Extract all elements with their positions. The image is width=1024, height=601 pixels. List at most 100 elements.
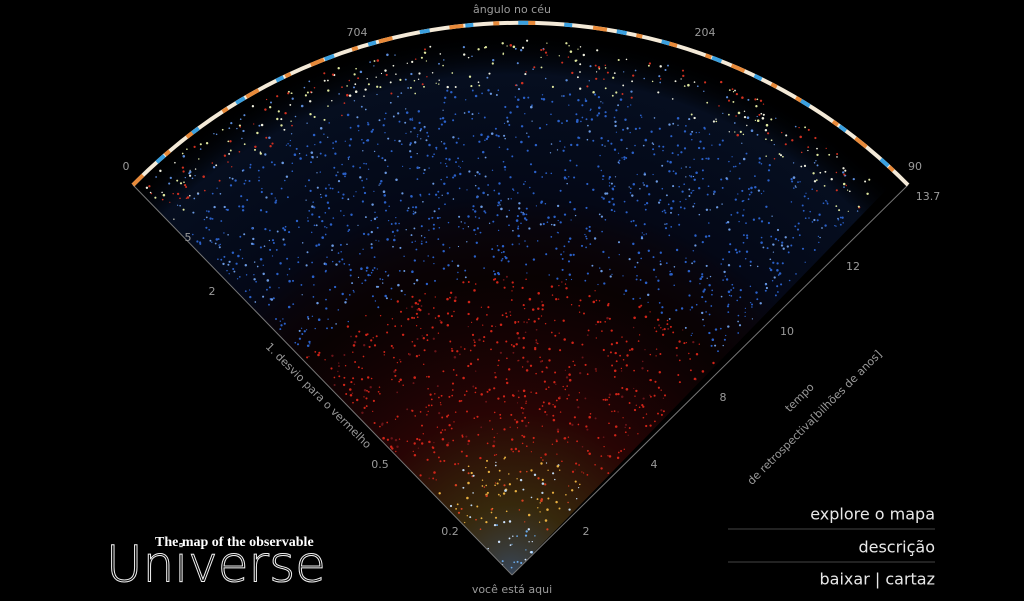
galaxy: [511, 438, 514, 441]
galaxy: [238, 150, 241, 153]
galaxy: [256, 265, 259, 268]
galaxy: [710, 344, 713, 347]
galaxy: [507, 198, 510, 200]
time-title: de retrospectiva[bilhões de anos]: [745, 348, 885, 488]
galaxy: [283, 322, 286, 325]
galaxy: [344, 140, 346, 142]
galaxy: [519, 478, 523, 482]
galaxy: [379, 315, 382, 317]
galaxy: [279, 328, 282, 331]
galaxy: [765, 123, 769, 127]
galaxy: [732, 165, 735, 168]
galaxy: [522, 488, 525, 491]
galaxy: [300, 104, 304, 108]
galaxy: [553, 381, 556, 384]
galaxy: [483, 116, 486, 119]
galaxy: [541, 405, 544, 407]
galaxy: [375, 335, 378, 338]
galaxy: [435, 146, 438, 149]
galaxy: [203, 189, 206, 192]
galaxy: [704, 81, 707, 84]
galaxy: [453, 310, 455, 313]
galaxy: [313, 224, 316, 227]
galaxy: [291, 279, 295, 282]
galaxy: [635, 278, 638, 281]
galaxy: [808, 217, 810, 219]
galaxy: [731, 283, 734, 286]
galaxy: [728, 113, 730, 116]
galaxy: [344, 172, 347, 175]
galaxy: [724, 275, 726, 277]
galaxy: [439, 319, 442, 322]
galaxy: [614, 425, 618, 428]
galaxy: [494, 376, 497, 379]
galaxy: [409, 167, 411, 170]
galaxy: [339, 210, 342, 212]
galaxy: [506, 357, 508, 360]
galaxy: [547, 497, 550, 500]
galaxy: [747, 188, 750, 190]
galaxy: [403, 270, 406, 272]
galaxy: [707, 157, 710, 160]
galaxy: [373, 65, 375, 67]
galaxy: [711, 144, 713, 146]
galaxy: [328, 122, 330, 124]
galaxy: [586, 428, 589, 431]
menu-download[interactable]: baixar | cartaz: [820, 570, 935, 589]
galaxy: [636, 199, 639, 202]
galaxy: [576, 398, 579, 401]
galaxy: [399, 360, 402, 363]
galaxy: [636, 261, 639, 264]
galaxy: [697, 146, 701, 150]
galaxy: [276, 95, 279, 98]
galaxy: [545, 462, 548, 464]
galaxy: [440, 141, 443, 143]
galaxy: [411, 119, 414, 121]
galaxy: [485, 137, 489, 141]
galaxy: [741, 189, 744, 192]
galaxy: [741, 96, 744, 99]
galaxy: [817, 235, 820, 238]
menu-description[interactable]: descrição: [858, 538, 935, 557]
galaxy: [540, 462, 543, 465]
galaxy: [456, 503, 459, 506]
galaxy: [550, 331, 553, 334]
galaxy: [349, 274, 352, 277]
galaxy: [335, 323, 337, 325]
galaxy: [633, 369, 635, 372]
galaxy: [554, 371, 557, 374]
galaxy: [657, 91, 660, 94]
galaxy: [553, 215, 556, 219]
galaxy: [455, 374, 458, 376]
galaxy: [571, 341, 574, 344]
galaxy: [839, 223, 842, 226]
galaxy: [524, 113, 526, 115]
galaxy: [512, 535, 514, 537]
galaxy: [348, 79, 351, 82]
galaxy: [718, 143, 721, 146]
galaxy: [729, 243, 732, 246]
galaxy: [524, 558, 527, 561]
menu-explore[interactable]: explore o mapa: [810, 505, 935, 524]
galaxy: [275, 318, 277, 320]
galaxy: [330, 367, 333, 370]
galaxy: [730, 214, 733, 216]
galaxy: [509, 44, 513, 47]
galaxy: [776, 285, 779, 288]
galaxy: [653, 394, 656, 397]
galaxy: [438, 207, 440, 210]
galaxy: [774, 237, 778, 241]
galaxy: [428, 193, 431, 196]
galaxy: [320, 196, 323, 199]
galaxy: [505, 215, 508, 218]
galaxy: [462, 376, 465, 380]
galaxy: [424, 48, 426, 51]
galaxy: [234, 179, 237, 182]
galaxy: [388, 274, 390, 276]
galaxy: [409, 150, 412, 153]
galaxy: [484, 175, 487, 178]
galaxy: [624, 289, 628, 293]
galaxy: [517, 390, 520, 392]
galaxy: [287, 143, 289, 145]
galaxy: [327, 89, 330, 92]
